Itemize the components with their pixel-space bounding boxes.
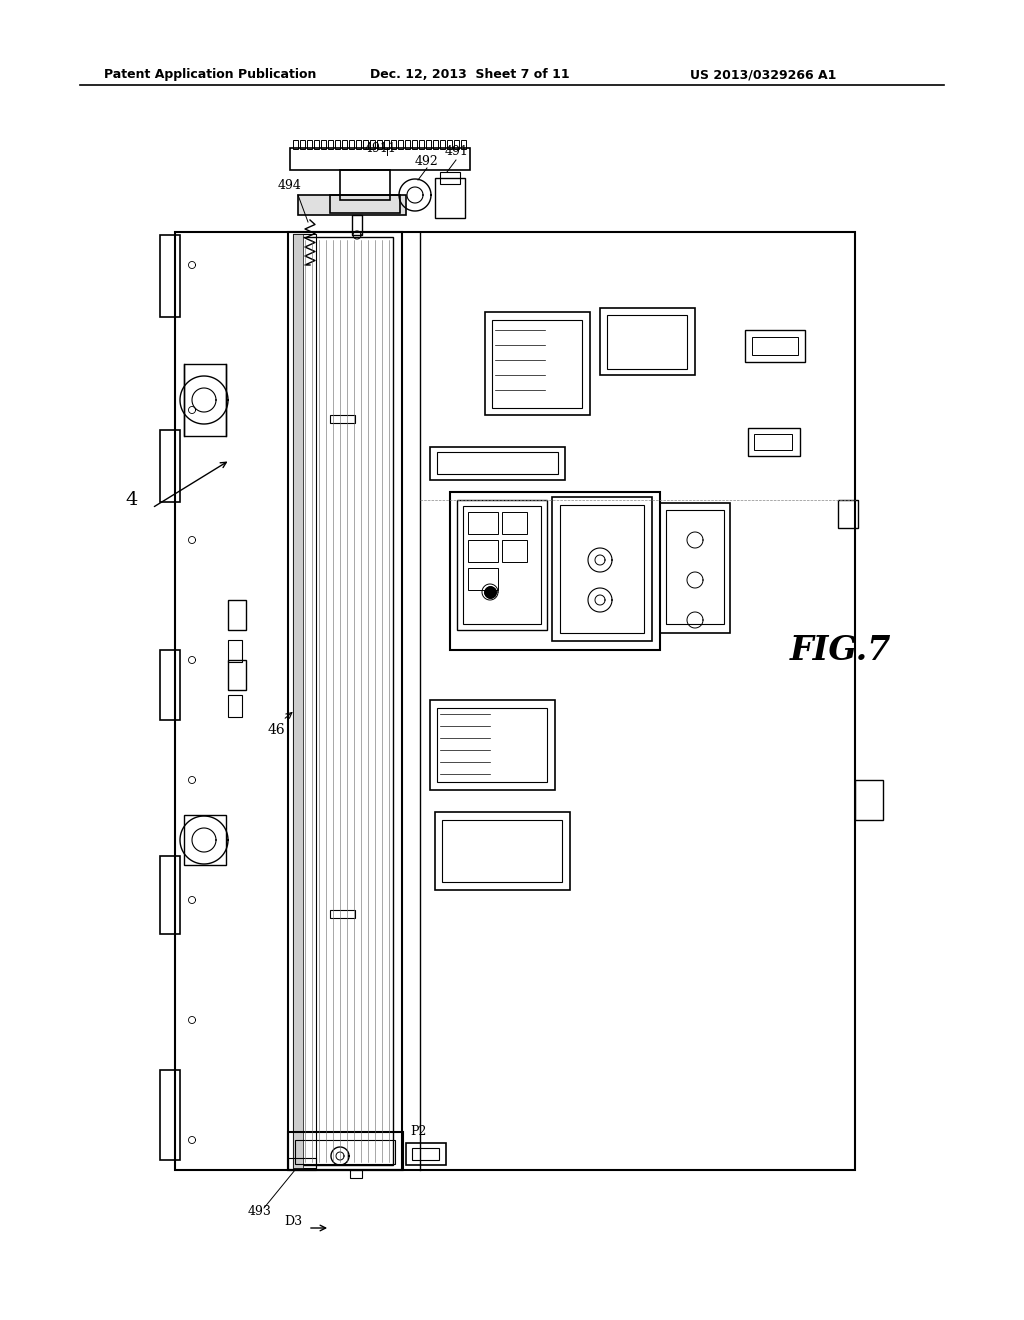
- Bar: [340, 170, 390, 201]
- Bar: [295, 1140, 395, 1164]
- Bar: [398, 140, 403, 149]
- Bar: [666, 510, 724, 624]
- Bar: [442, 820, 562, 882]
- Bar: [362, 140, 368, 149]
- Bar: [228, 640, 242, 663]
- Bar: [412, 140, 417, 149]
- Bar: [468, 540, 498, 562]
- Bar: [321, 140, 326, 149]
- Bar: [160, 430, 180, 502]
- Text: 4: 4: [125, 491, 137, 510]
- Text: D3: D3: [284, 1214, 302, 1228]
- Bar: [300, 140, 305, 149]
- Bar: [330, 909, 355, 917]
- Bar: [752, 337, 798, 355]
- Bar: [440, 172, 460, 183]
- Bar: [228, 601, 246, 630]
- Text: FIG.7: FIG.7: [790, 634, 892, 667]
- Bar: [748, 428, 800, 455]
- Bar: [160, 649, 180, 719]
- Text: Patent Application Publication: Patent Application Publication: [104, 69, 316, 81]
- Bar: [463, 506, 541, 624]
- Bar: [435, 178, 465, 218]
- Bar: [160, 855, 180, 935]
- Bar: [293, 234, 303, 1168]
- Bar: [430, 447, 565, 480]
- Text: 46: 46: [268, 723, 286, 737]
- Bar: [406, 140, 410, 149]
- Bar: [314, 140, 319, 149]
- Bar: [454, 140, 459, 149]
- Text: US 2013/0329266 A1: US 2013/0329266 A1: [690, 69, 837, 81]
- Bar: [290, 148, 470, 170]
- Bar: [437, 708, 547, 781]
- Bar: [492, 319, 582, 408]
- Bar: [352, 215, 362, 235]
- Bar: [552, 498, 652, 642]
- Bar: [600, 308, 695, 375]
- Bar: [457, 500, 547, 630]
- Bar: [430, 700, 555, 789]
- Bar: [745, 330, 805, 362]
- Bar: [288, 1133, 403, 1170]
- Bar: [350, 1170, 362, 1177]
- Bar: [293, 234, 316, 1168]
- Bar: [342, 140, 347, 149]
- Bar: [184, 814, 226, 865]
- Bar: [855, 780, 883, 820]
- Bar: [175, 232, 855, 1170]
- Bar: [754, 434, 792, 450]
- Bar: [391, 140, 396, 149]
- Bar: [447, 140, 452, 149]
- Bar: [349, 140, 354, 149]
- Bar: [468, 568, 498, 590]
- Bar: [328, 140, 333, 149]
- Bar: [560, 506, 644, 634]
- Bar: [406, 1143, 446, 1166]
- Bar: [184, 364, 226, 436]
- Bar: [437, 451, 558, 474]
- Bar: [384, 140, 389, 149]
- Bar: [838, 500, 858, 528]
- Bar: [435, 812, 570, 890]
- Bar: [330, 195, 400, 213]
- Bar: [293, 140, 298, 149]
- Bar: [160, 1071, 180, 1160]
- Bar: [468, 512, 498, 535]
- Bar: [502, 540, 527, 562]
- Bar: [660, 503, 730, 634]
- Bar: [433, 140, 438, 149]
- Text: 492: 492: [415, 154, 438, 168]
- Bar: [485, 312, 590, 414]
- Bar: [330, 414, 355, 422]
- Bar: [298, 195, 406, 215]
- Bar: [160, 235, 180, 317]
- Bar: [288, 1158, 316, 1170]
- Text: 493: 493: [248, 1205, 272, 1218]
- Bar: [228, 660, 246, 690]
- Bar: [307, 140, 312, 149]
- Text: Dec. 12, 2013  Sheet 7 of 11: Dec. 12, 2013 Sheet 7 of 11: [370, 69, 569, 81]
- Bar: [461, 140, 466, 149]
- Bar: [607, 315, 687, 370]
- Text: 4911: 4911: [365, 143, 397, 154]
- Text: 491: 491: [445, 145, 469, 158]
- Text: 494: 494: [278, 180, 302, 191]
- Bar: [300, 238, 393, 1166]
- Bar: [412, 1148, 439, 1160]
- Bar: [335, 140, 340, 149]
- Bar: [370, 140, 375, 149]
- Bar: [419, 140, 424, 149]
- Bar: [288, 232, 402, 1170]
- Bar: [426, 140, 431, 149]
- Bar: [356, 140, 361, 149]
- Bar: [377, 140, 382, 149]
- Bar: [440, 140, 445, 149]
- Bar: [228, 696, 242, 717]
- Bar: [502, 512, 527, 535]
- Bar: [450, 492, 660, 649]
- Text: P2: P2: [410, 1125, 426, 1138]
